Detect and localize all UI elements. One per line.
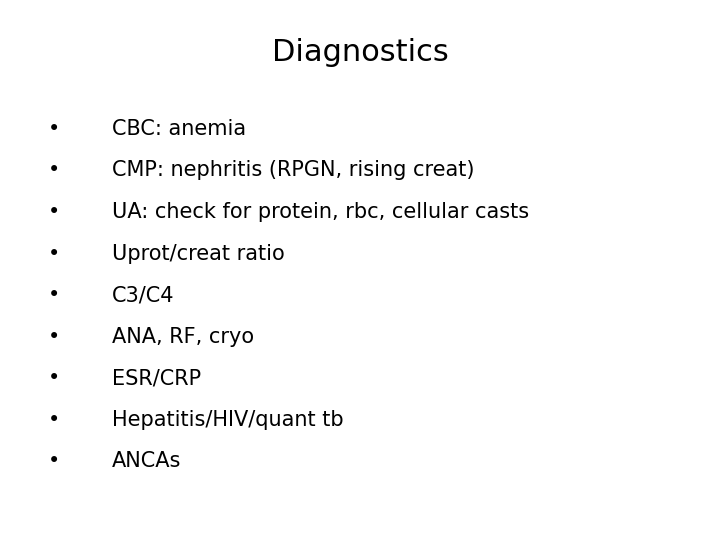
Text: ESR/CRP: ESR/CRP — [112, 368, 201, 388]
Text: •: • — [48, 451, 60, 471]
Text: ANCAs: ANCAs — [112, 451, 181, 471]
Text: Uprot/creat ratio: Uprot/creat ratio — [112, 244, 284, 264]
Text: •: • — [48, 285, 60, 305]
Text: Diagnostics: Diagnostics — [271, 38, 449, 67]
Text: •: • — [48, 327, 60, 347]
Text: Hepatitis/HIV/quant tb: Hepatitis/HIV/quant tb — [112, 410, 343, 430]
Text: •: • — [48, 244, 60, 264]
Text: ANA, RF, cryo: ANA, RF, cryo — [112, 327, 253, 347]
Text: CMP: nephritis (RPGN, rising creat): CMP: nephritis (RPGN, rising creat) — [112, 160, 474, 180]
Text: •: • — [48, 202, 60, 222]
Text: •: • — [48, 410, 60, 430]
Text: •: • — [48, 119, 60, 139]
Text: •: • — [48, 368, 60, 388]
Text: •: • — [48, 160, 60, 180]
Text: UA: check for protein, rbc, cellular casts: UA: check for protein, rbc, cellular cas… — [112, 202, 528, 222]
Text: C3/C4: C3/C4 — [112, 285, 174, 305]
Text: CBC: anemia: CBC: anemia — [112, 119, 246, 139]
